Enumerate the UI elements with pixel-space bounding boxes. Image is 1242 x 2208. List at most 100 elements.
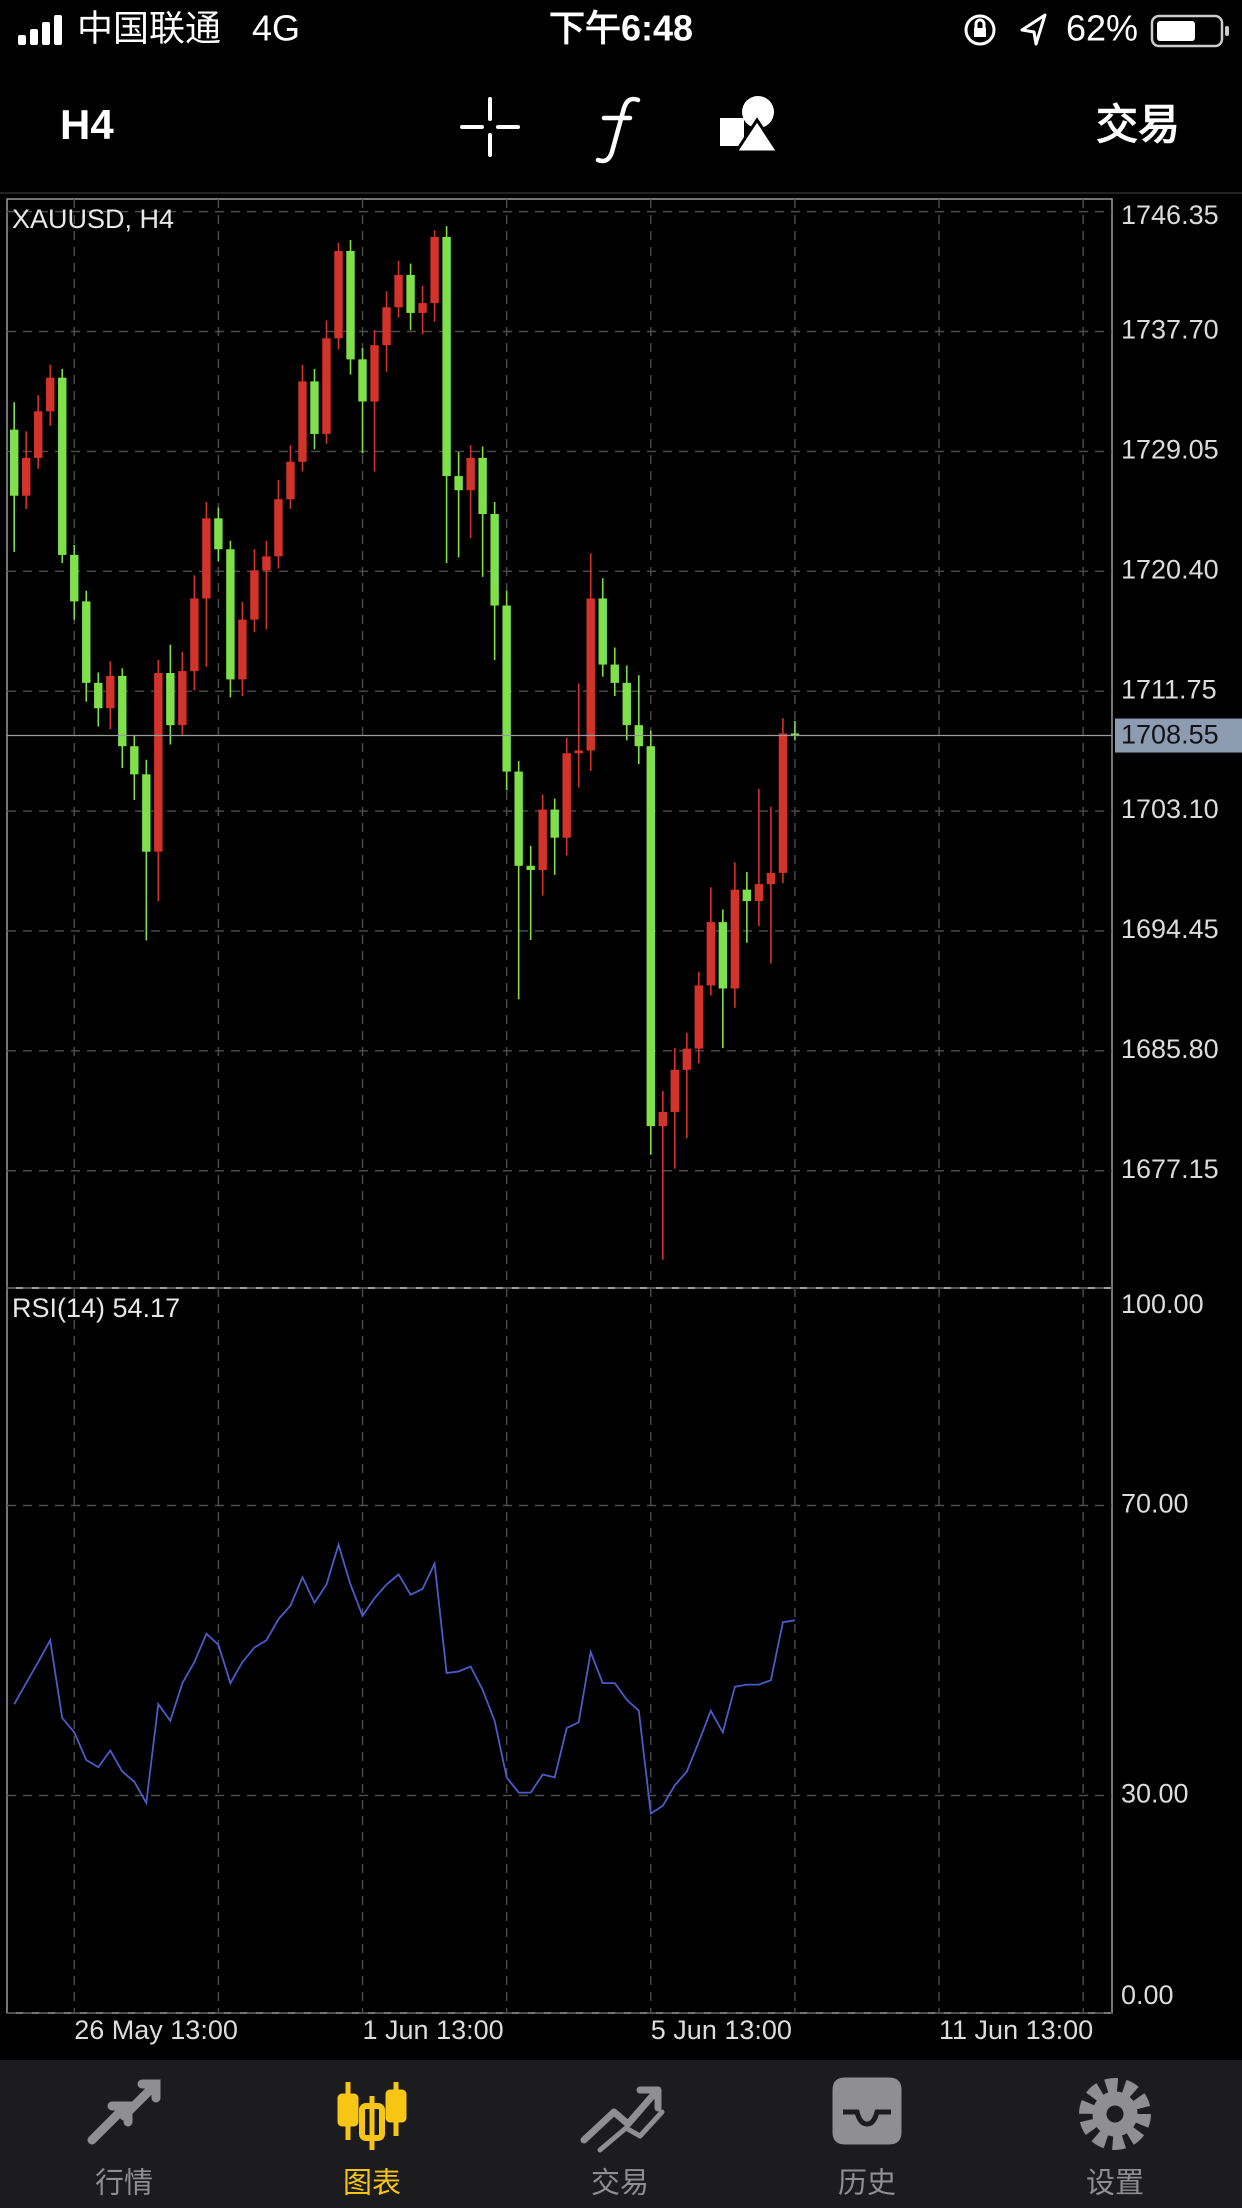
candle-body	[250, 570, 259, 620]
settings-icon[interactable]	[1079, 2078, 1151, 2150]
candle-body	[154, 673, 163, 852]
candle-body	[538, 809, 547, 870]
y-tick-label: 1737.70	[1121, 315, 1219, 345]
candle-body	[514, 771, 523, 866]
candle-body	[430, 236, 439, 304]
x-tick-label: 26 May 13:00	[74, 2015, 238, 2045]
candle-body	[406, 274, 415, 313]
candle-body	[418, 303, 427, 313]
trade-icon[interactable]	[580, 2086, 665, 2153]
y-tick-label: 30.00	[1121, 1779, 1189, 1809]
trade-button[interactable]: 交易	[1096, 101, 1180, 148]
candle-body	[226, 549, 235, 680]
x-tick-label: 5 Jun 13:00	[651, 2015, 792, 2045]
chart-layer: 1746.35 1737.70 1729.05 1720.40 1711.75 1703.…	[7, 199, 1242, 2045]
candle-body	[22, 457, 31, 496]
x-tick-label: 1 Jun 13:00	[363, 2015, 504, 2045]
indicator-button[interactable]	[595, 96, 641, 164]
candle-body	[550, 809, 559, 838]
candle-body	[58, 377, 67, 555]
y-tick-label: 0.00	[1121, 1980, 1174, 2010]
location-icon	[1020, 13, 1047, 46]
network: 4G	[252, 8, 300, 49]
candle-body	[274, 499, 283, 557]
y-tick-label: 1746.35	[1121, 200, 1219, 230]
candle-body	[502, 605, 511, 772]
candle-body	[574, 750, 583, 754]
candle-body	[646, 746, 655, 1127]
chart-icon[interactable]	[337, 2082, 407, 2150]
candle-body	[718, 922, 728, 989]
candle-body	[478, 457, 487, 515]
battery-icon	[1150, 14, 1229, 48]
y-tick-label: 1694.45	[1121, 914, 1219, 944]
candle-body	[322, 338, 331, 434]
candle-body	[106, 675, 115, 709]
candle-body	[526, 865, 535, 870]
candle-body	[442, 236, 451, 477]
battery-percent: 62%	[1066, 8, 1138, 49]
candle-body	[790, 733, 800, 736]
clock: 下午6:48	[549, 8, 693, 49]
candle-body	[370, 345, 379, 402]
y-tick-label: 1711.75	[1121, 674, 1217, 704]
y-tick-label: 1729.05	[1121, 435, 1219, 465]
tab-label[interactable]: 设置	[1086, 2168, 1144, 2200]
candle-body	[622, 682, 631, 726]
crosshair-button[interactable]	[460, 97, 520, 157]
history-icon[interactable]	[832, 2077, 902, 2145]
candle-body	[82, 601, 91, 683]
candle-body	[766, 872, 776, 885]
candle-body	[178, 671, 187, 726]
candle-body	[262, 556, 271, 571]
y-tick-label: 100.00	[1121, 1289, 1204, 1319]
candle-body	[382, 307, 391, 346]
rsi-line	[13, 1541, 796, 1816]
candle-body	[70, 554, 79, 602]
candle-body	[166, 673, 175, 726]
candle-body	[682, 1048, 692, 1070]
candle-body	[730, 889, 740, 989]
candle-body	[778, 733, 788, 873]
candle-body	[586, 598, 595, 751]
tab-label[interactable]: 交易	[591, 2167, 649, 2200]
candle-body	[202, 518, 211, 599]
candle-body	[94, 682, 103, 709]
tab-label[interactable]: 图表	[343, 2167, 401, 2200]
signal-icon	[18, 15, 62, 45]
quotes-icon[interactable]	[87, 2079, 161, 2145]
candle-body	[46, 377, 55, 412]
candle-body	[118, 675, 127, 747]
candle-body	[754, 884, 764, 902]
timeframe-button[interactable]: H4	[60, 101, 114, 148]
candle-body	[706, 922, 716, 986]
candle-body	[334, 250, 343, 339]
y-tick-label: 1703.10	[1121, 794, 1219, 824]
current-price-label: 1708.55	[1121, 720, 1219, 750]
panel-title: RSI(14) 54.17	[12, 1293, 180, 1323]
candle-body	[598, 598, 607, 665]
candle-body	[562, 753, 571, 838]
x-tick-label: 11 Jun 13:00	[939, 2015, 1093, 2045]
tab-label[interactable]: 历史	[838, 2167, 896, 2200]
candle-body	[190, 598, 199, 672]
candle-body	[694, 985, 704, 1049]
candle-body	[490, 514, 499, 606]
y-tick-label: 1677.15	[1121, 1154, 1219, 1184]
rotation-lock-icon	[964, 14, 996, 46]
candle-body	[214, 518, 223, 550]
y-tick-label: 1720.40	[1121, 554, 1219, 584]
candle-body	[670, 1069, 680, 1112]
candle-body	[238, 619, 247, 680]
objects-button[interactable]	[720, 96, 781, 154]
candle-body	[286, 461, 295, 500]
tab-label[interactable]: 行情	[95, 2167, 153, 2200]
candle-body	[610, 664, 619, 683]
carrier: 中国联通	[77, 8, 221, 49]
candle-body	[10, 429, 19, 496]
candle-body	[130, 746, 139, 775]
current-price-box	[1115, 718, 1242, 753]
